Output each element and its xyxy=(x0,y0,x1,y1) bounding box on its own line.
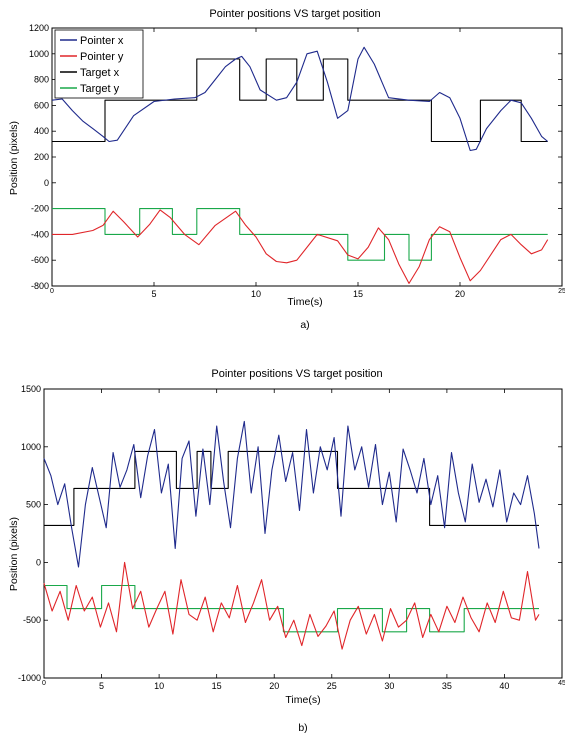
x-tick-label: 35 xyxy=(442,681,452,691)
series-line-target-x xyxy=(44,450,539,526)
x-tick-label: 15 xyxy=(212,681,222,691)
x-tick-label: 40 xyxy=(499,681,509,691)
series-line-pointer-y xyxy=(52,209,549,284)
legend-entry: Target x xyxy=(80,67,120,79)
x-tick-label: 15 xyxy=(353,289,363,299)
y-tick-label: 1000 xyxy=(21,442,41,452)
y-tick-label: -500 xyxy=(23,615,41,625)
chart-b-plot: -1000 -500 0 500 1000 1500 0 5 10 15 20 25 30 35 40 45 xyxy=(18,384,565,691)
chart-a-plot: -800 -600 -400 -200 0 200 400 600 800 1000 1200 0 5 1… xyxy=(29,23,565,299)
chart-b: Pointer positions VS target position Pos… xyxy=(8,368,565,734)
y-tick-label: 800 xyxy=(34,75,49,85)
series-line-pointer-x xyxy=(51,46,549,152)
chart-b-xlabel: Time(s) xyxy=(285,694,320,706)
x-tick-label: 20 xyxy=(269,681,279,691)
series-line-target-y xyxy=(44,584,539,633)
y-tick-label: 1000 xyxy=(29,49,49,59)
y-tick-label: -600 xyxy=(31,255,49,265)
x-tick-label: 25 xyxy=(558,288,565,295)
series-line-target-x xyxy=(52,58,548,143)
y-tick-label: 0 xyxy=(44,178,49,188)
chart-a: Pointer positions VS target position Pos… xyxy=(8,8,565,331)
y-tick-label: 0 xyxy=(36,557,41,567)
legend-entry: Pointer x xyxy=(80,35,124,47)
series-line-pointer-x xyxy=(43,420,540,568)
y-tick-label: -1000 xyxy=(18,673,41,683)
chart-a-ylabel: Position (pixels) xyxy=(8,121,20,195)
x-tick-label: 0 xyxy=(50,288,54,295)
chart-b-caption: b) xyxy=(298,722,307,734)
x-tick-label: 20 xyxy=(455,289,465,299)
legend: Pointer x Pointer y Target x Target y xyxy=(54,29,144,99)
x-tick-label: 25 xyxy=(327,681,337,691)
y-tick-label: 1200 xyxy=(29,23,49,33)
x-tick-label: 45 xyxy=(558,680,565,687)
chart-a-caption: a) xyxy=(300,319,309,331)
x-tick-label: 5 xyxy=(99,681,104,691)
plot-frame xyxy=(43,388,563,679)
y-tick-label: 200 xyxy=(34,152,49,162)
y-tick-label: 1500 xyxy=(21,384,41,394)
x-tick-label: 5 xyxy=(151,289,156,299)
x-tick-label: 0 xyxy=(42,680,46,687)
legend-entry: Pointer y xyxy=(80,51,124,63)
y-tick-label: -400 xyxy=(31,229,49,239)
y-tick-label: -200 xyxy=(31,204,49,214)
x-tick-label: 10 xyxy=(251,289,261,299)
series-line-pointer-y xyxy=(43,561,540,650)
legend-box xyxy=(54,29,144,99)
y-tick-label: -800 xyxy=(31,281,49,291)
chart-b-title: Pointer positions VS target position xyxy=(211,368,382,380)
x-tick-label: 10 xyxy=(154,681,164,691)
y-tick-label: 600 xyxy=(34,100,49,110)
series-line-target-y xyxy=(52,208,548,261)
y-tick-label: 500 xyxy=(26,500,41,510)
y-tick-label: 400 xyxy=(34,126,49,136)
chart-a-title: Pointer positions VS target position xyxy=(209,8,380,20)
chart-b-ylabel: Position (pixels) xyxy=(8,517,20,591)
chart-a-xlabel: Time(s) xyxy=(287,296,322,308)
legend-entry: Target y xyxy=(80,83,120,95)
x-tick-label: 30 xyxy=(384,681,394,691)
